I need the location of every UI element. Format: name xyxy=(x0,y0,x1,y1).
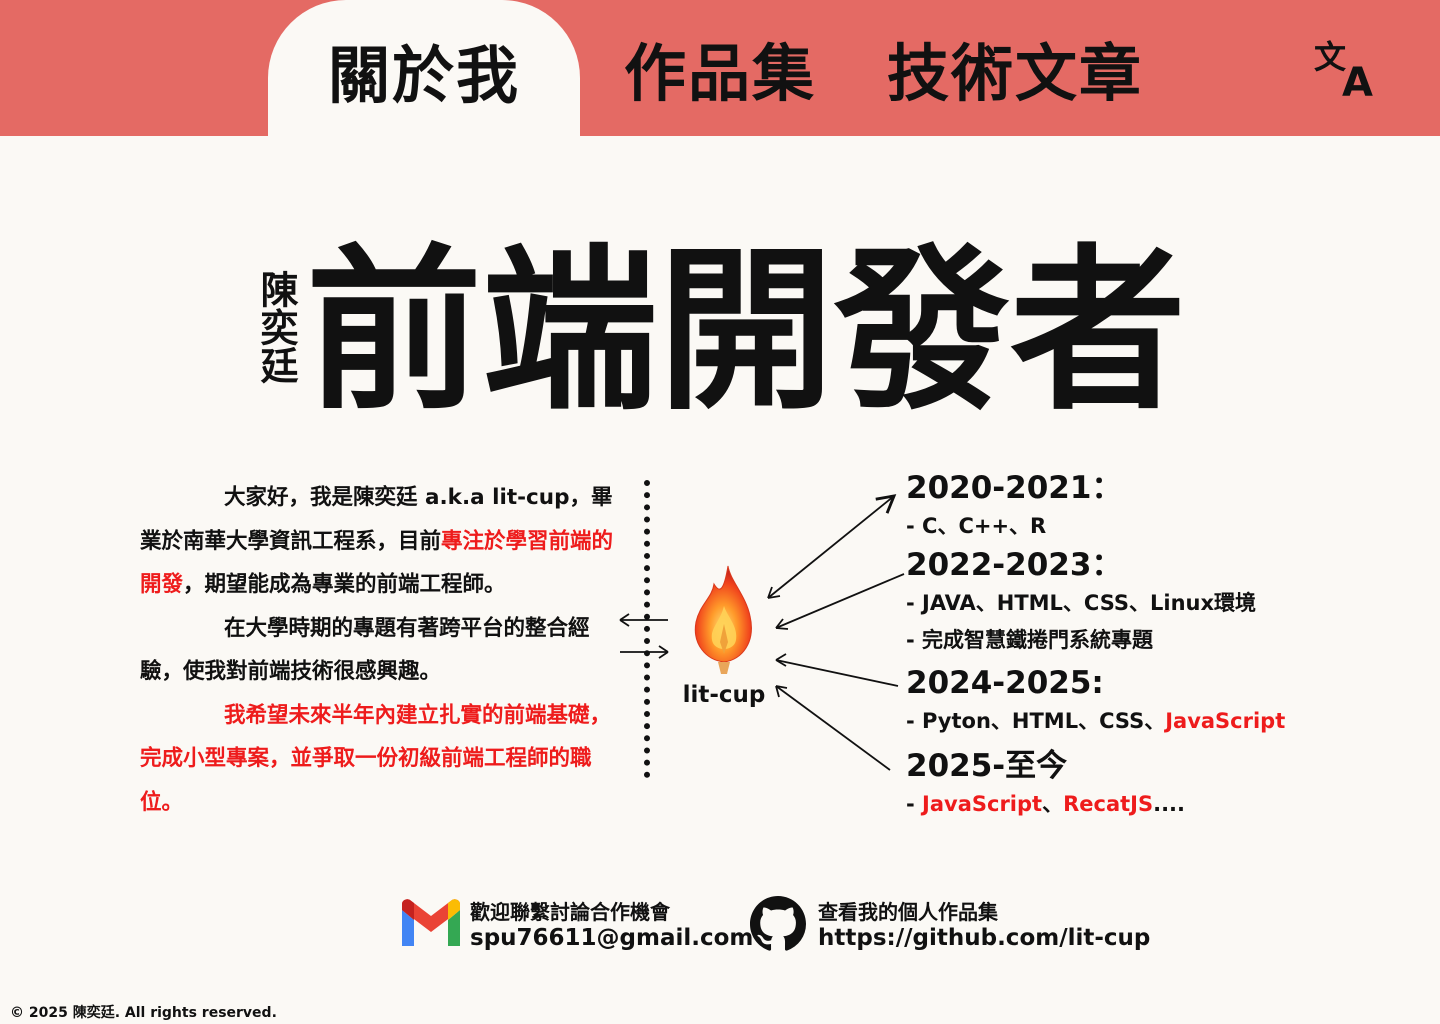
timeline-entry-2022: 2022-2023： - JAVA、HTML、CSS、Linux環境 - 完成智… xyxy=(906,545,1326,659)
intro-paragraph-1: 大家好，我是陳奕廷 a.k.a lit-cup，畢業於南華大學資訊工程系，目前專… xyxy=(140,476,624,607)
timeline-entry-2020: 2020-2021： - C、C++、R xyxy=(906,468,1326,545)
arrow-to-2024 xyxy=(775,659,899,687)
contact-email-label: 歡迎聯繫討論合作機會 xyxy=(470,900,670,924)
timeline-item-text: - Pyton、HTML、CSS、 xyxy=(906,709,1166,733)
timeline-item: - C、C++、R xyxy=(906,514,1047,538)
timeline-year: 2020-2021： xyxy=(906,470,1123,506)
tab-about-me[interactable]: 關於我 xyxy=(268,0,580,136)
timeline-item: - JAVA、HTML、CSS、Linux環境 xyxy=(906,591,1257,615)
timeline-item-highlight: JavaScript xyxy=(922,792,1043,816)
contact-github-label: 查看我的個人作品集 xyxy=(818,900,998,924)
timeline-item: - 完成智慧鐵捲門系統專題 xyxy=(906,628,1154,652)
intro-p1-highlight: 專注於學習前端的開發 xyxy=(140,528,614,598)
intro-paragraph-2: 在大學時期的專題有著跨平台的整合經驗，使我對前端技術很感興趣。 xyxy=(140,615,590,685)
contact-email[interactable]: 歡迎聯繫討論合作機會 spu76611@gmail.com xyxy=(398,898,753,954)
timeline-entry-2024: 2024-2025: - Pyton、HTML、CSS、JavaScript xyxy=(906,663,1326,740)
tab-tech-articles[interactable]: 技術文章 xyxy=(886,37,1143,110)
page-title: 前端開發者 xyxy=(306,229,1187,434)
timeline-item-text: .... xyxy=(1153,792,1186,816)
contact-github[interactable]: 查看我的個人作品集 https://github.com/lit-cup xyxy=(750,896,1150,956)
contact-email-text: 歡迎聯繫討論合作機會 spu76611@gmail.com xyxy=(470,900,753,952)
arrow-to-2022 xyxy=(775,573,905,629)
vertical-divider xyxy=(644,480,650,778)
author-name: 陳奕廷 xyxy=(254,270,298,384)
arrow-to-2020 xyxy=(767,494,897,599)
timeline-year: 2025-至今 xyxy=(906,748,1068,784)
github-icon xyxy=(750,896,806,956)
arrow-to-2025 xyxy=(775,685,891,771)
timeline-item-highlight: RecatJS xyxy=(1063,792,1154,816)
github-url-link[interactable]: https://github.com/lit-cup xyxy=(818,925,1151,951)
intro-p1-b: ，期望能成為專業的前端工程師。 xyxy=(183,572,506,597)
timeline-item: - JavaScript、RecatJS.... xyxy=(906,786,1326,823)
svg-text:A: A xyxy=(1342,60,1373,102)
flame-icon xyxy=(684,562,764,678)
experience-timeline: 2020-2021： - C、C++、R 2022-2023： - JAVA、H… xyxy=(906,468,1326,823)
timeline-item-text: - xyxy=(906,792,923,816)
email-address-link[interactable]: spu76611@gmail.com xyxy=(470,925,754,951)
gmail-icon xyxy=(398,898,464,954)
intro-p1-a: 大家好，我是陳奕廷 a.k.a lit-cup，畢業於南華大學資訊工程系，目前 xyxy=(140,485,613,554)
timeline-year: 2024-2025: xyxy=(906,665,1104,701)
svg-text:文: 文 xyxy=(1314,38,1346,76)
copyright-footer: © 2025 陳奕廷. All rights reserved. xyxy=(10,1005,277,1021)
avatar-label: lit-cup xyxy=(682,682,766,708)
timeline-year: 2022-2023： xyxy=(906,547,1123,583)
translate-icon[interactable]: 文 A xyxy=(1310,34,1382,106)
timeline-item: - Pyton、HTML、CSS、JavaScript xyxy=(906,703,1326,740)
timeline-entry-2025: 2025-至今 - JavaScript、RecatJS.... xyxy=(906,746,1326,823)
timeline-item-text: 、 xyxy=(1042,792,1064,816)
intro-text: 大家好，我是陳奕廷 a.k.a lit-cup，畢業於南華大學資訊工程系，目前專… xyxy=(140,476,624,824)
tab-portfolio[interactable]: 作品集 xyxy=(623,37,816,110)
intro-paragraph-3: 我希望未來半年內建立扎實的前端基礎，完成小型專案，並爭取一份初級前端工程師的職位… xyxy=(140,702,612,815)
contact-github-text: 查看我的個人作品集 https://github.com/lit-cup xyxy=(818,900,1150,952)
timeline-item-highlight: JavaScript xyxy=(1165,709,1286,733)
top-nav-bar: 關於我 作品集 技術文章 文 A xyxy=(0,0,1440,136)
